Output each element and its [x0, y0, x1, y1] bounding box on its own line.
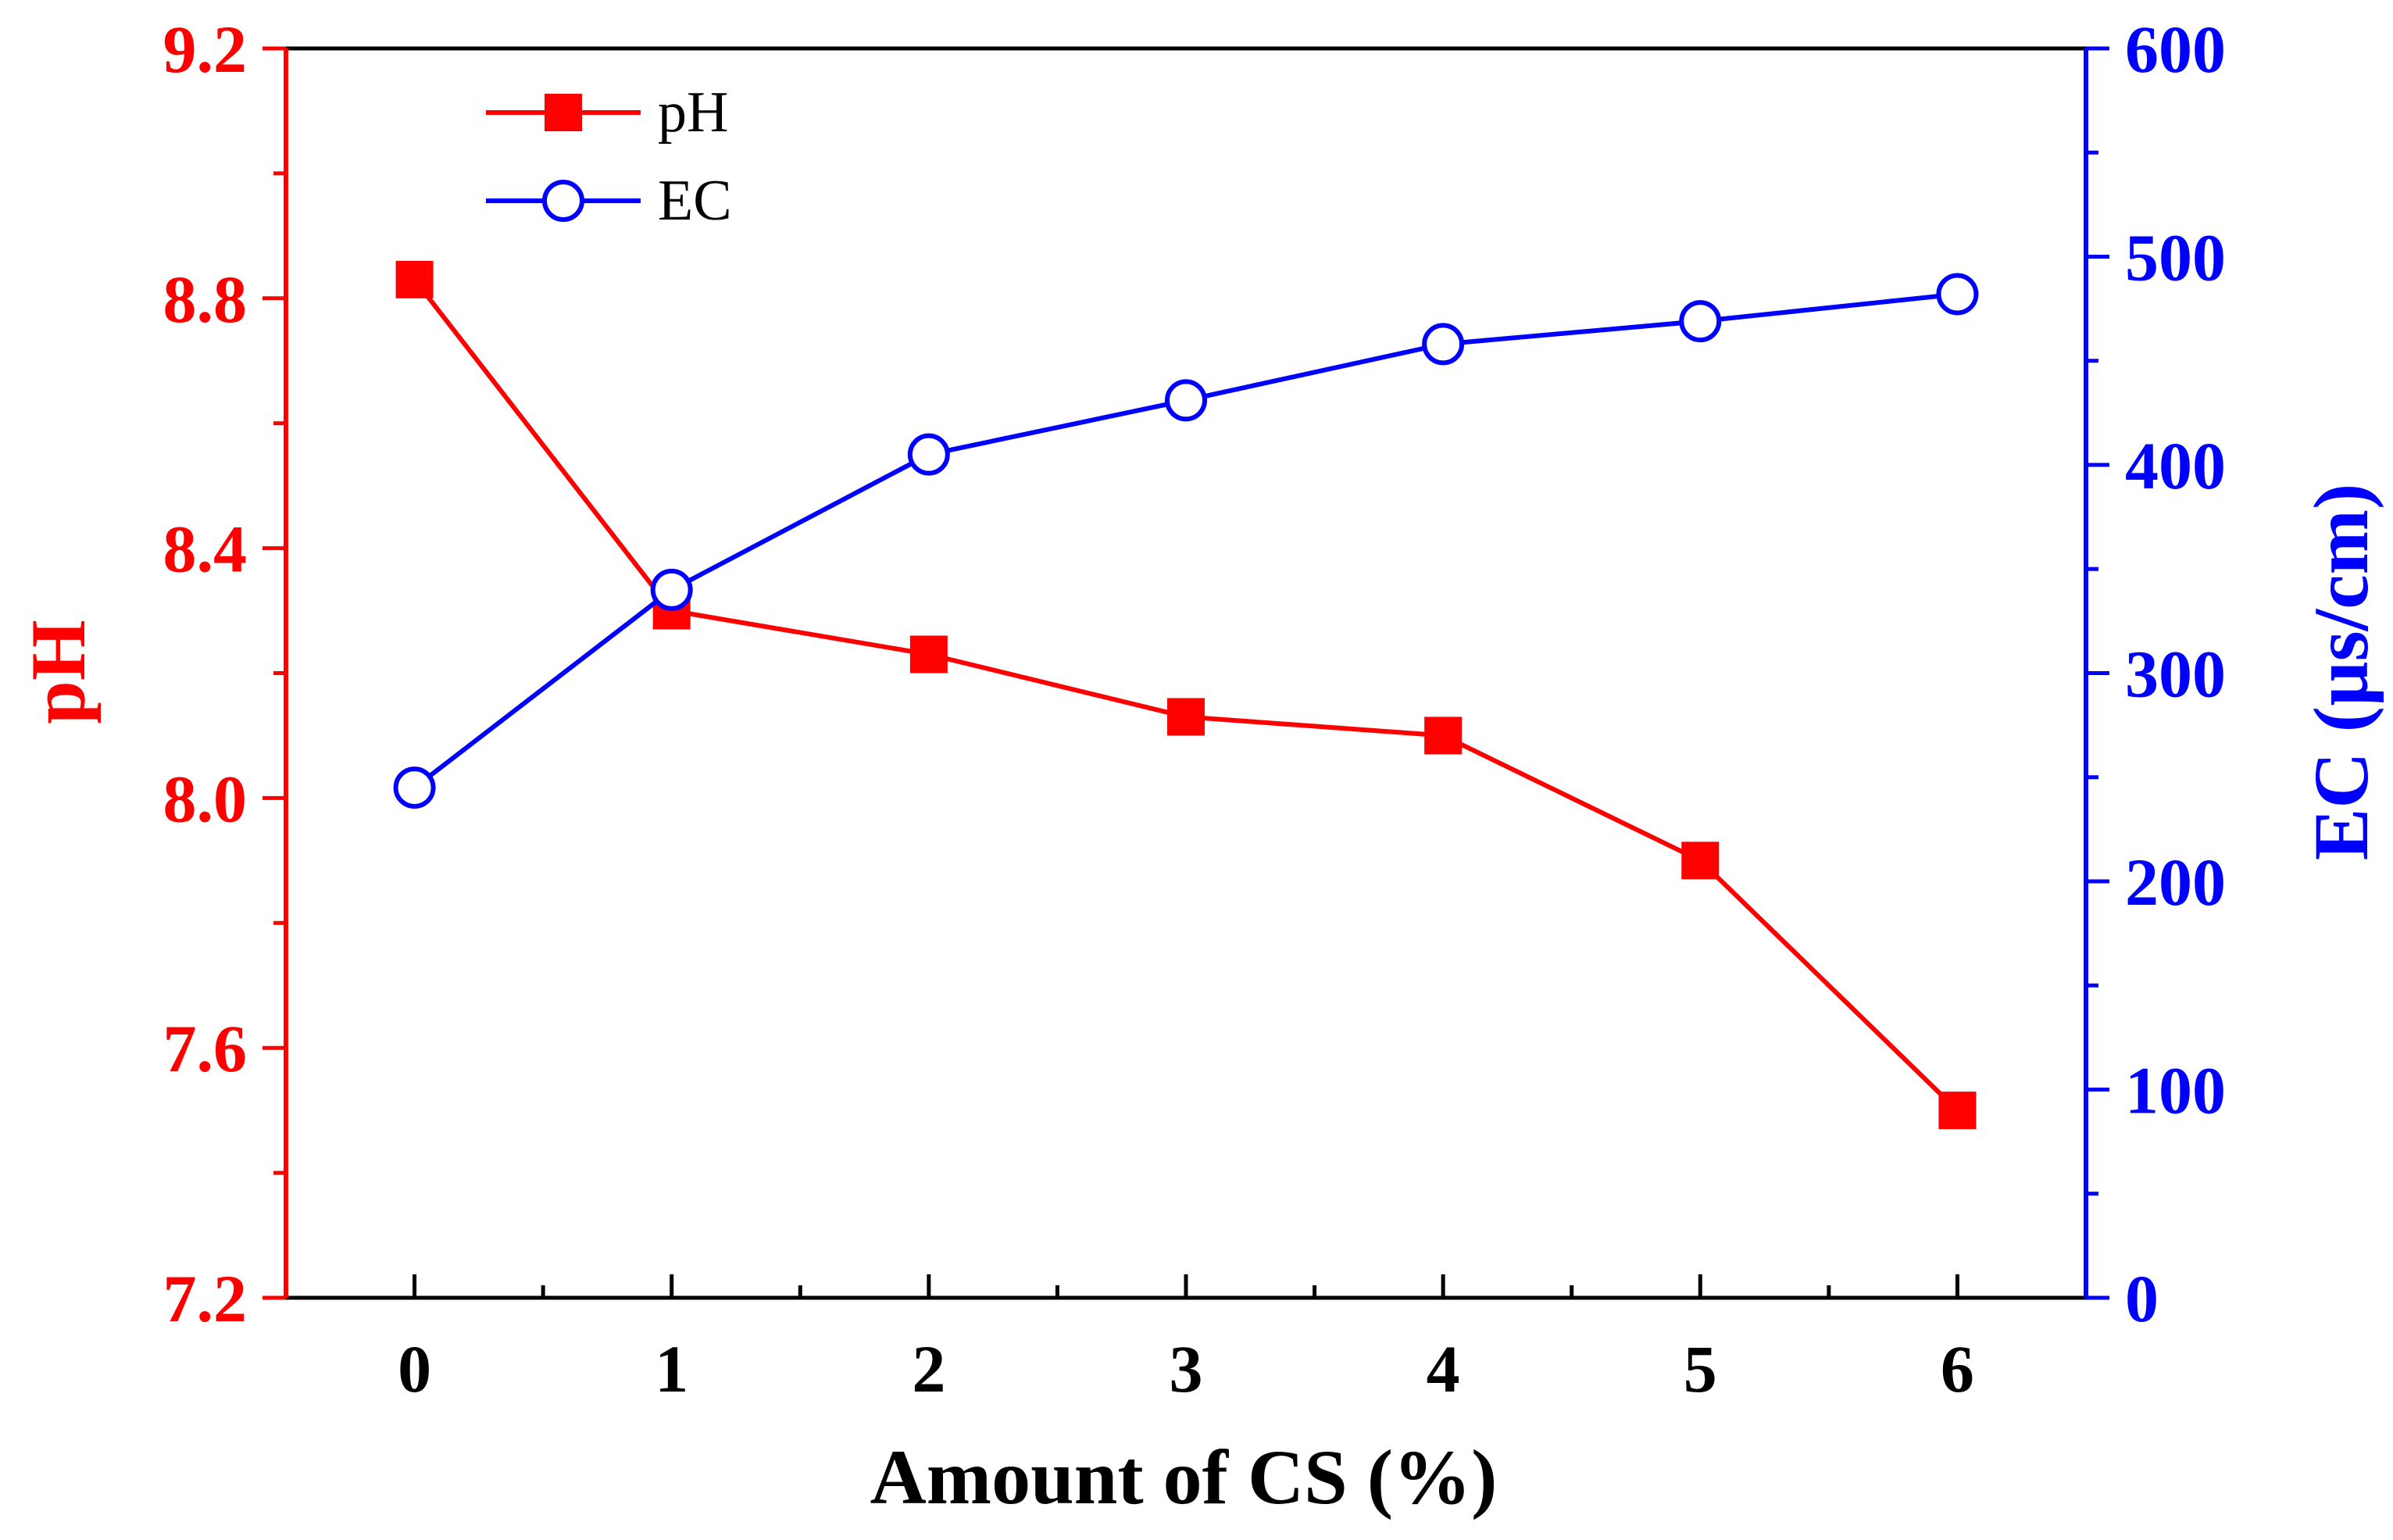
right-tick-label: 400 — [2125, 428, 2226, 503]
x-tick-label: 2 — [912, 1331, 945, 1406]
x-axis-title: Amount of CS (%) — [870, 1434, 1498, 1520]
right-tick-label: 600 — [2125, 12, 2226, 87]
legend: pH EC — [486, 80, 732, 233]
right-tick-label: 100 — [2125, 1053, 2226, 1128]
ph-data-point — [1938, 1092, 1977, 1130]
ec-data-point — [1936, 273, 1979, 316]
ph-data-point — [909, 635, 948, 674]
tick-labels: 7.2 7.6 8.0 8.4 8.8 9.2 0 100 200 300 400 500 600 0 1 2… — [163, 12, 2227, 1406]
legend-ec-label: EC — [658, 169, 732, 233]
ec-data-point — [907, 433, 950, 476]
ph-data-point — [1681, 841, 1720, 880]
x-tick-label: 3 — [1170, 1331, 1203, 1406]
x-tick-label: 5 — [1684, 1331, 1717, 1406]
x-tick-label: 6 — [1941, 1331, 1974, 1406]
left-tick-label: 7.2 — [163, 1261, 248, 1336]
legend-ph-marker — [545, 94, 582, 131]
series-layer — [393, 260, 1979, 1130]
legend-ec-marker — [542, 180, 584, 222]
right-tick-label: 0 — [2125, 1261, 2159, 1336]
ec-data-point — [393, 766, 436, 809]
ph-data-point — [1424, 716, 1463, 755]
right-tick-label: 300 — [2125, 637, 2226, 712]
ph-data-point — [395, 260, 434, 298]
left-tick-label: 8.0 — [163, 761, 248, 836]
x-tick-label: 4 — [1427, 1331, 1460, 1406]
x-tick-label: 0 — [398, 1331, 431, 1406]
axes — [263, 46, 2109, 1300]
left-tick-label: 7.6 — [163, 1011, 248, 1086]
ec-data-point — [1165, 379, 1207, 422]
x-tick-label: 1 — [655, 1331, 688, 1406]
right-tick-label: 500 — [2125, 220, 2226, 295]
ec-data-point — [1422, 323, 1465, 366]
right-tick-label: 200 — [2125, 845, 2226, 920]
left-y-axis-title: pH — [15, 620, 102, 724]
right-y-axis-title: EC (µs/cm) — [2298, 484, 2384, 861]
legend-ph-label: pH — [658, 80, 728, 145]
left-tick-label: 9.2 — [163, 12, 248, 87]
ec-data-point — [1679, 300, 1722, 343]
left-tick-label: 8.8 — [163, 262, 248, 337]
left-tick-label: 8.4 — [163, 512, 248, 587]
ec-data-point — [650, 568, 693, 611]
ph-data-point — [1167, 698, 1205, 736]
